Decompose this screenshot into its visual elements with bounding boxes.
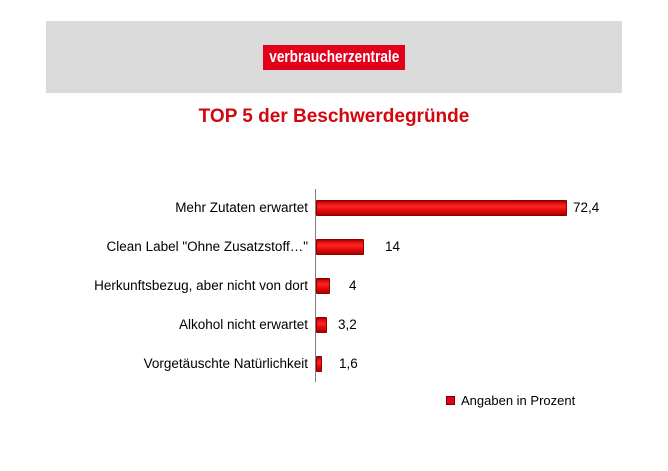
y-axis-line xyxy=(315,189,316,382)
legend-label: Angaben in Prozent xyxy=(461,392,576,408)
header-banner: verbraucherzentrale xyxy=(46,21,622,93)
bar xyxy=(316,317,327,333)
legend: Angaben in Prozent xyxy=(446,392,575,408)
value-label: 14 xyxy=(385,239,401,254)
chart-title: TOP 5 der Beschwerdegründe xyxy=(198,106,470,127)
value-label: 3,2 xyxy=(338,317,357,332)
category-label: Alkohol nicht erwartet xyxy=(178,317,308,332)
value-label: 72,4 xyxy=(573,200,600,215)
logo-text: verbraucherzentrale xyxy=(268,47,400,66)
bar xyxy=(316,356,322,372)
category-label: Mehr Zutaten erwartet xyxy=(175,200,308,215)
bar xyxy=(316,239,364,255)
category-label: Herkunftsbezug, aber nicht von dort xyxy=(94,278,308,293)
category-label: Vorgetäuschte Natürlichkeit xyxy=(143,356,308,371)
bar xyxy=(316,278,330,294)
value-label: 4 xyxy=(349,278,357,293)
category-label: Clean Label "Ohne Zusatzstoff…" xyxy=(106,239,308,254)
value-label: 1,6 xyxy=(339,356,358,371)
bar xyxy=(316,200,567,216)
legend-marker-icon xyxy=(446,395,455,405)
verbraucherzentrale-logo: verbraucherzentrale xyxy=(263,44,405,70)
